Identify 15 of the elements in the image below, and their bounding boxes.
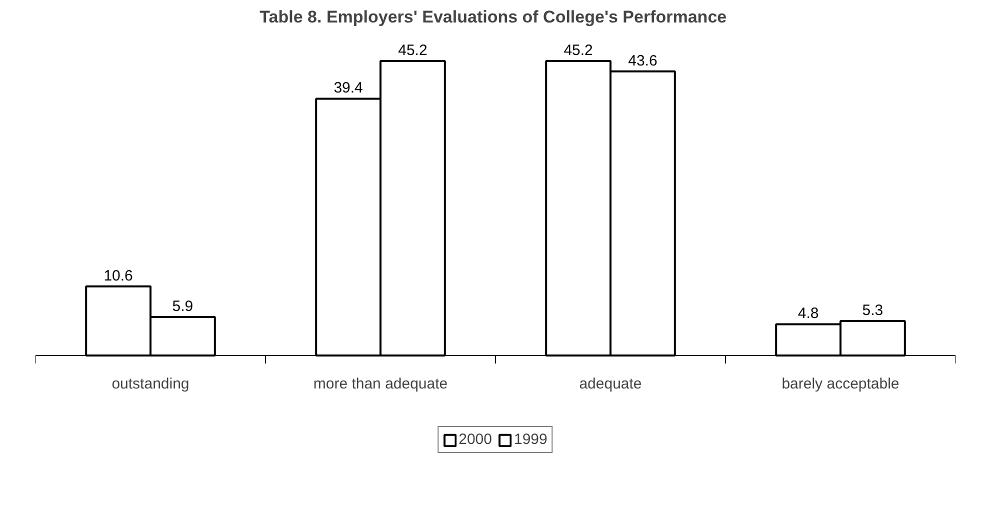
data-label: 5.9 xyxy=(172,298,194,316)
data-label: 10.6 xyxy=(104,267,133,284)
chart-title: Table 8. Employers' Evaluations of College's Performance xyxy=(260,8,727,26)
x-tick-label: barely acceptable xyxy=(782,375,900,392)
data-label: 45.2 xyxy=(398,42,428,59)
x-tick-label: more than adequate xyxy=(313,375,448,392)
legend-label: 2000 xyxy=(458,431,492,448)
x-tick-label: outstanding xyxy=(112,375,190,392)
data-label: 43.6 xyxy=(628,52,658,70)
legend-label: 1999 xyxy=(514,431,548,448)
x-tick-label: adequate xyxy=(579,375,642,392)
data-label: 5.3 xyxy=(862,302,884,319)
data-label: 45.2 xyxy=(564,42,593,59)
data-label: 39.4 xyxy=(334,80,363,97)
data-label: 4.8 xyxy=(798,305,819,322)
